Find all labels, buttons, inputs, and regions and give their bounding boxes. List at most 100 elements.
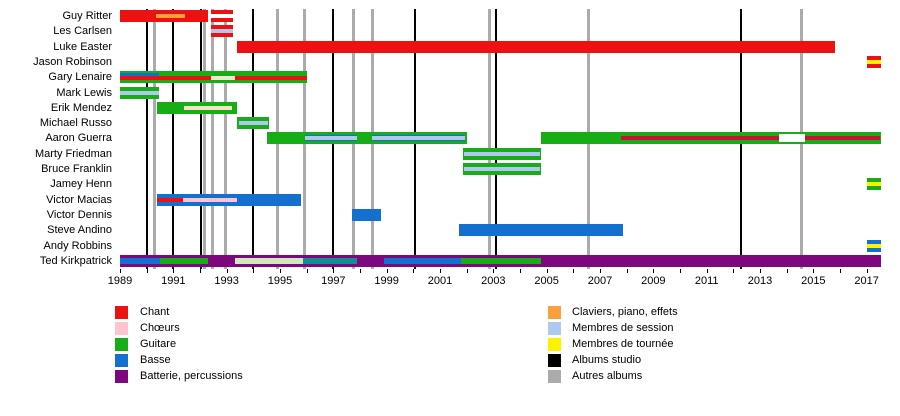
role-stripe — [120, 257, 160, 264]
axis-tick — [306, 269, 308, 273]
timeline-bar — [210, 25, 234, 38]
studio-album-line — [172, 9, 175, 269]
other-album-line — [223, 9, 227, 269]
timeline-bar — [866, 178, 882, 191]
timeline-bar — [541, 132, 882, 145]
axis-year-label: 2007 — [587, 275, 613, 287]
member-label: Les Carlsen — [53, 25, 112, 38]
timeline-bar — [210, 10, 234, 22]
member-label: Andy Robbins — [43, 239, 113, 252]
axis-tick — [573, 269, 575, 273]
legend-swatch-basse — [115, 354, 128, 367]
legend-swatch-batterie — [115, 370, 128, 383]
timeline-bar — [120, 71, 307, 84]
axis-tick — [386, 269, 388, 273]
legend-label-basse: Basse — [140, 354, 171, 366]
axis-tick — [173, 269, 175, 273]
axis-tick — [760, 269, 761, 273]
legend-label-claviers: Claviers, piano, effets — [572, 306, 678, 318]
axis-year-label: 1995 — [267, 275, 293, 287]
axis-tick — [813, 269, 815, 273]
axis-tick — [360, 269, 361, 273]
legend-label-autres: Autres albums — [572, 370, 643, 382]
other-album-line — [487, 9, 491, 269]
axis-tick — [546, 269, 548, 273]
member-label: Bruce Franklin — [41, 163, 112, 176]
axis-tick — [786, 269, 788, 273]
axis-tick — [680, 269, 681, 273]
axis-tick — [706, 269, 708, 273]
axis-tick — [840, 269, 841, 273]
member-label: Victor Dennis — [46, 209, 112, 222]
member-label: Aaron Guerra — [45, 132, 112, 145]
axis-year-label: 1991 — [161, 275, 186, 287]
member-label: Victor Macias — [46, 193, 112, 206]
axis-tick — [253, 269, 255, 273]
role-stripe — [120, 76, 211, 81]
member-label: Jamey Henn — [50, 178, 112, 191]
other-album-line — [210, 9, 214, 269]
axis-year-label: 2009 — [641, 275, 666, 287]
member-label: Gary Lenaire — [48, 71, 112, 84]
legend-swatch-session — [548, 322, 561, 335]
axis-year-label: 1989 — [107, 275, 133, 287]
timeline-bar — [462, 147, 542, 160]
role-stripe — [156, 14, 186, 18]
studio-album-line — [252, 9, 255, 269]
axis-tick — [653, 269, 655, 273]
member-label: Mark Lewis — [56, 86, 112, 99]
role-stripe — [461, 257, 542, 264]
member-label: Michael Russo — [39, 117, 112, 130]
legend-label-studio: Albums studio — [572, 354, 642, 366]
timeline-bar — [157, 101, 238, 114]
axis-year-label: 1999 — [374, 275, 399, 287]
role-stripe — [621, 136, 880, 141]
axis-tick — [120, 269, 121, 273]
legend-label-guitare: Guitare — [140, 338, 177, 350]
axis-year-label: 1993 — [214, 275, 239, 287]
role-stripe — [160, 257, 208, 264]
role-stripe — [120, 73, 159, 77]
axis-year-label: 2015 — [801, 275, 826, 287]
studio-album-line — [495, 9, 497, 269]
role-stripe — [120, 90, 159, 95]
axis-tick — [200, 269, 201, 273]
role-stripe — [234, 76, 307, 81]
axis-tick — [333, 269, 335, 273]
axis-tick — [440, 269, 441, 273]
legend-swatch-guitare — [115, 338, 128, 351]
role-stripe — [183, 105, 232, 110]
role-stripe — [210, 10, 234, 14]
axis-tick — [466, 269, 468, 273]
axis-year-label: 2001 — [427, 275, 453, 287]
axis-year-label: 2003 — [481, 275, 506, 287]
member-label: Erik Mendez — [50, 101, 112, 114]
timeline-bar — [866, 239, 882, 252]
timeline-bar — [866, 55, 882, 68]
member-label: Ted Kirkpatrick — [39, 254, 112, 267]
member-label: Guy Ritter — [62, 10, 112, 22]
role-stripe — [371, 136, 466, 141]
timeline-bar — [120, 10, 208, 22]
legend-swatch-tournee — [548, 338, 561, 351]
role-stripe — [866, 182, 882, 187]
axis-year-label: 2011 — [694, 275, 719, 287]
role-stripe — [305, 136, 358, 141]
legend-label-chant: Chant — [140, 306, 170, 318]
legend-label-choeurs: Chœurs — [140, 322, 180, 334]
timeline-bar — [157, 193, 302, 206]
axis-tick — [520, 269, 521, 273]
other-album-line — [202, 9, 206, 269]
axis-tick — [146, 269, 148, 273]
timeline-bar — [266, 132, 467, 145]
axis-year-label: 2013 — [747, 275, 773, 287]
legend-swatch-chant — [115, 306, 128, 319]
legend-label-tournee: Membres de tournée — [572, 338, 674, 350]
axis-year-label: 2005 — [534, 275, 559, 287]
role-stripe — [866, 243, 882, 248]
studio-album-line — [145, 9, 148, 269]
legend-label-batterie: Batterie, percussions — [140, 370, 243, 382]
axis-tick — [413, 269, 415, 273]
legend-swatch-autres — [548, 370, 561, 383]
